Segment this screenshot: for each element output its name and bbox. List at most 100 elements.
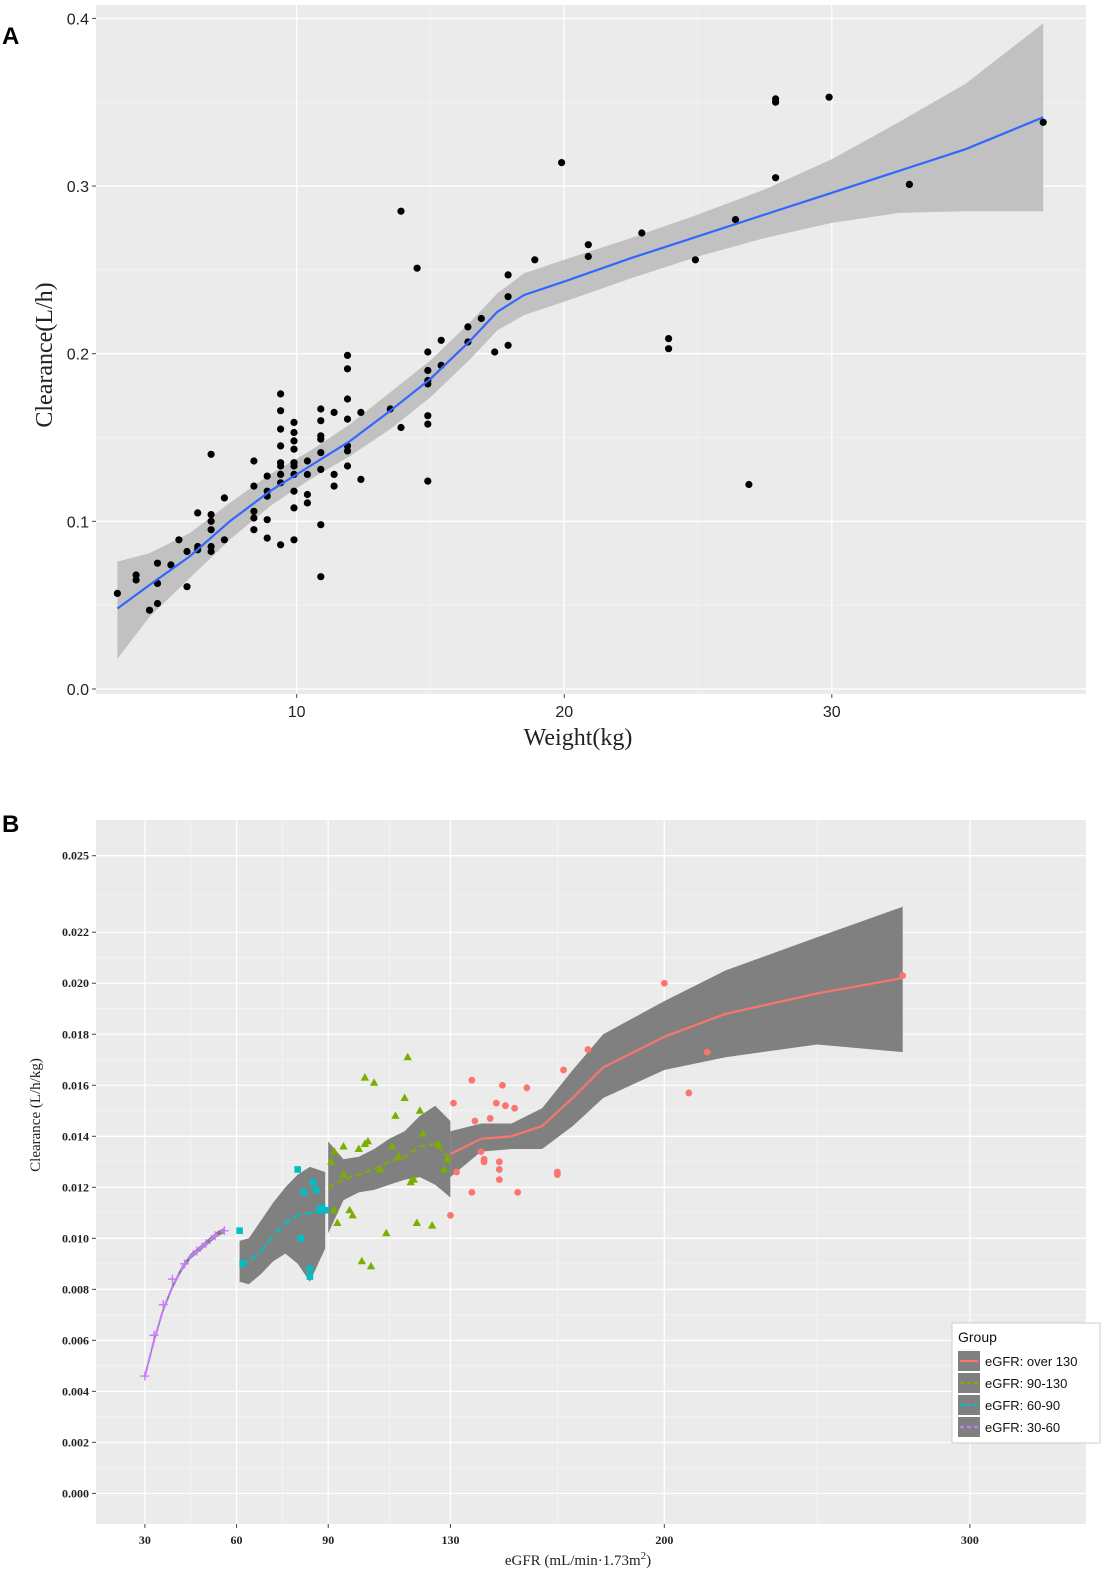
confidence-ribbon [117,23,1044,659]
confidence-ribbon [328,1105,451,1234]
y-tick-label: 0.008 [62,1282,89,1296]
data-point [207,517,215,525]
smooth-line [143,1229,225,1377]
panel-b-confidence-ribbons [144,906,903,1379]
data-point [514,1189,522,1196]
data-point [306,1273,314,1280]
data-point [317,417,325,425]
data-point [343,351,352,359]
data-point [665,345,673,353]
y-tick-label: 0.016 [62,1078,89,1092]
data-point [317,432,325,440]
panel-b-y-axis-label: Clearance (L/h/kg) [28,1058,44,1172]
smooth-line [239,1209,326,1263]
data-point [343,462,352,470]
data-point [391,1111,400,1119]
data-point [366,1261,376,1270]
x-tick-label: 60 [231,1533,243,1547]
smooth-line [449,977,903,1156]
data-point [772,174,780,182]
data-point [495,1166,503,1173]
panel-a-x-axis-label: Weight(kg) [524,725,633,751]
data-point [277,470,285,478]
x-tick-label: 90 [322,1533,334,1547]
data-point [317,449,325,457]
data-point [665,335,673,343]
y-tick-label: 0.020 [62,976,89,990]
data-point [333,1218,342,1227]
data-point [427,1221,437,1229]
data-point [132,576,140,584]
x-tick-label: 130 [441,1533,459,1547]
data-point [905,180,914,188]
y-tick-label: 0.006 [62,1333,89,1347]
data-point [263,516,271,524]
y-tick-label: 0.014 [62,1129,89,1143]
x-tick-label: 30 [139,1533,151,1547]
data-point [183,547,191,556]
data-point [685,1089,693,1097]
data-point [424,420,432,428]
legend-title: Group [958,1329,997,1345]
data-point [339,1141,348,1150]
data-point [397,207,405,215]
data-point [443,1154,452,1163]
data-point [424,348,432,356]
data-point [297,1235,305,1242]
data-point [250,526,258,534]
panel-a-ticks: 0.0 0.1 0.2 0.3 0.4 10 20 30 [67,11,841,721]
data-point [363,1136,373,1145]
smooth-line [116,116,1044,610]
data-point [437,336,445,344]
data-point [339,1170,348,1178]
panel-b-letter: B [2,811,19,838]
data-point [207,542,215,551]
data-point [447,1211,454,1219]
x-tick-label: 30 [823,704,841,721]
data-point [277,459,285,467]
y-tick-label: 0.1 [67,514,89,531]
data-point [303,499,311,507]
legend-entries: eGFR: over 130 eGFR: 90-130 eGFR: 60-90 eGF… [958,1351,1078,1437]
data-point [357,475,365,483]
confidence-ribbon [239,1166,326,1285]
data-point [277,390,285,398]
y-tick-label: 0.012 [62,1180,89,1194]
data-point [357,408,365,416]
data-point [113,589,121,598]
data-point [303,490,311,499]
confidence-ribbon [450,906,903,1178]
data-point [290,437,298,445]
data-point [290,504,298,512]
data-point [560,1066,567,1074]
legend: Group eGFR: over 130 eGFR: 90-130 eGFR: 60… [951,1322,1101,1444]
data-point [343,365,352,373]
data-point [250,482,258,490]
data-point [330,470,338,478]
data-point [343,447,352,455]
data-point [691,256,700,264]
data-point [277,407,285,415]
data-point [382,1228,391,1237]
data-point [638,229,646,237]
y-tick-label: 0.002 [62,1435,89,1449]
panel-a-letter: A [2,23,19,50]
data-point [486,1115,494,1122]
data-point [220,536,228,544]
data-point [400,1093,409,1102]
panel-b-ticks: 0.000 0.002 0.004 0.006 0.008 0.010 0.012 0.014… [62,849,979,1547]
data-point [183,583,191,591]
data-point [397,423,405,432]
data-point [772,95,780,103]
data-point [290,445,298,453]
data-point [312,1186,320,1194]
data-point [250,514,258,522]
panel-a-smooth-line [116,116,1044,610]
data-point [290,487,298,495]
legend-label: eGFR: 60-90 [985,1398,1060,1413]
panel-b: B 0.0000.0020.0040.0060.0080.0100.0120.0… [2,811,1101,1569]
data-point [403,1052,412,1061]
data-point [504,341,512,349]
data-point [145,606,154,614]
data-point [290,428,298,437]
